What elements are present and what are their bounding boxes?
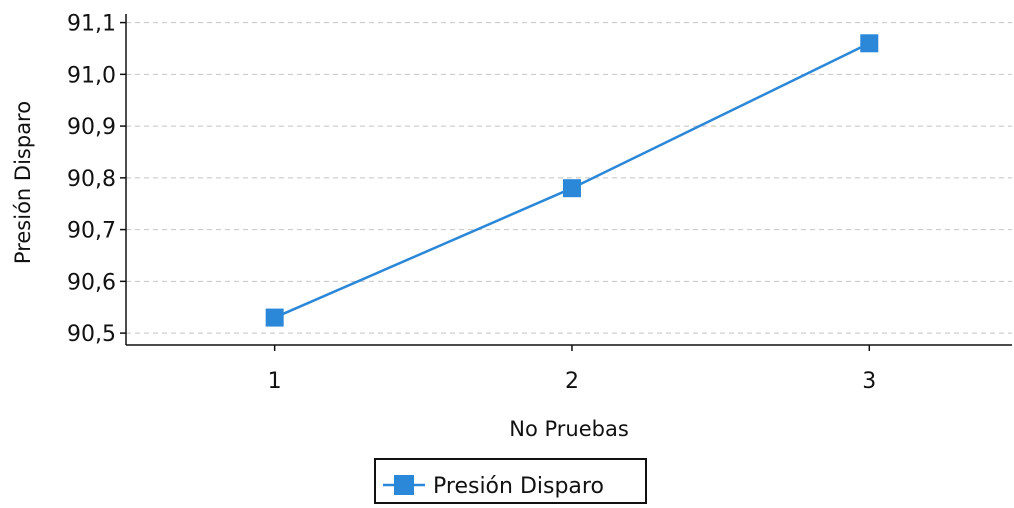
axes: 90,5 90,6 90,7 90,8 90,9 91,0 91,1 1 2 3 — [67, 12, 1012, 394]
gridlines — [126, 22, 1012, 334]
y-tick-label: 90,7 — [67, 219, 116, 244]
legend: Presión Disparo — [374, 458, 647, 504]
legend-entry-label: Presión Disparo — [433, 474, 604, 499]
data-point-marker — [562, 179, 581, 198]
series — [265, 34, 879, 327]
y-tick-label: 90,9 — [67, 115, 116, 140]
y-axis-title: Presión Disparo — [11, 101, 35, 264]
x-tick-label: 2 — [565, 369, 579, 394]
legend-square-marker-icon — [394, 475, 414, 495]
x-axis-title: No Pruebas — [509, 417, 629, 441]
legend-box — [374, 458, 647, 504]
x-tick-label: 3 — [862, 369, 876, 394]
data-point-marker — [860, 34, 879, 53]
y-tick-label: 90,5 — [67, 322, 116, 347]
y-tick-label: 91,0 — [67, 63, 116, 88]
y-tick-label: 91,1 — [67, 12, 116, 37]
y-tick-label: 90,8 — [67, 167, 116, 192]
x-tick-label: 1 — [268, 369, 282, 394]
y-tick-label: 90,6 — [67, 270, 116, 295]
data-point-marker — [265, 308, 284, 327]
